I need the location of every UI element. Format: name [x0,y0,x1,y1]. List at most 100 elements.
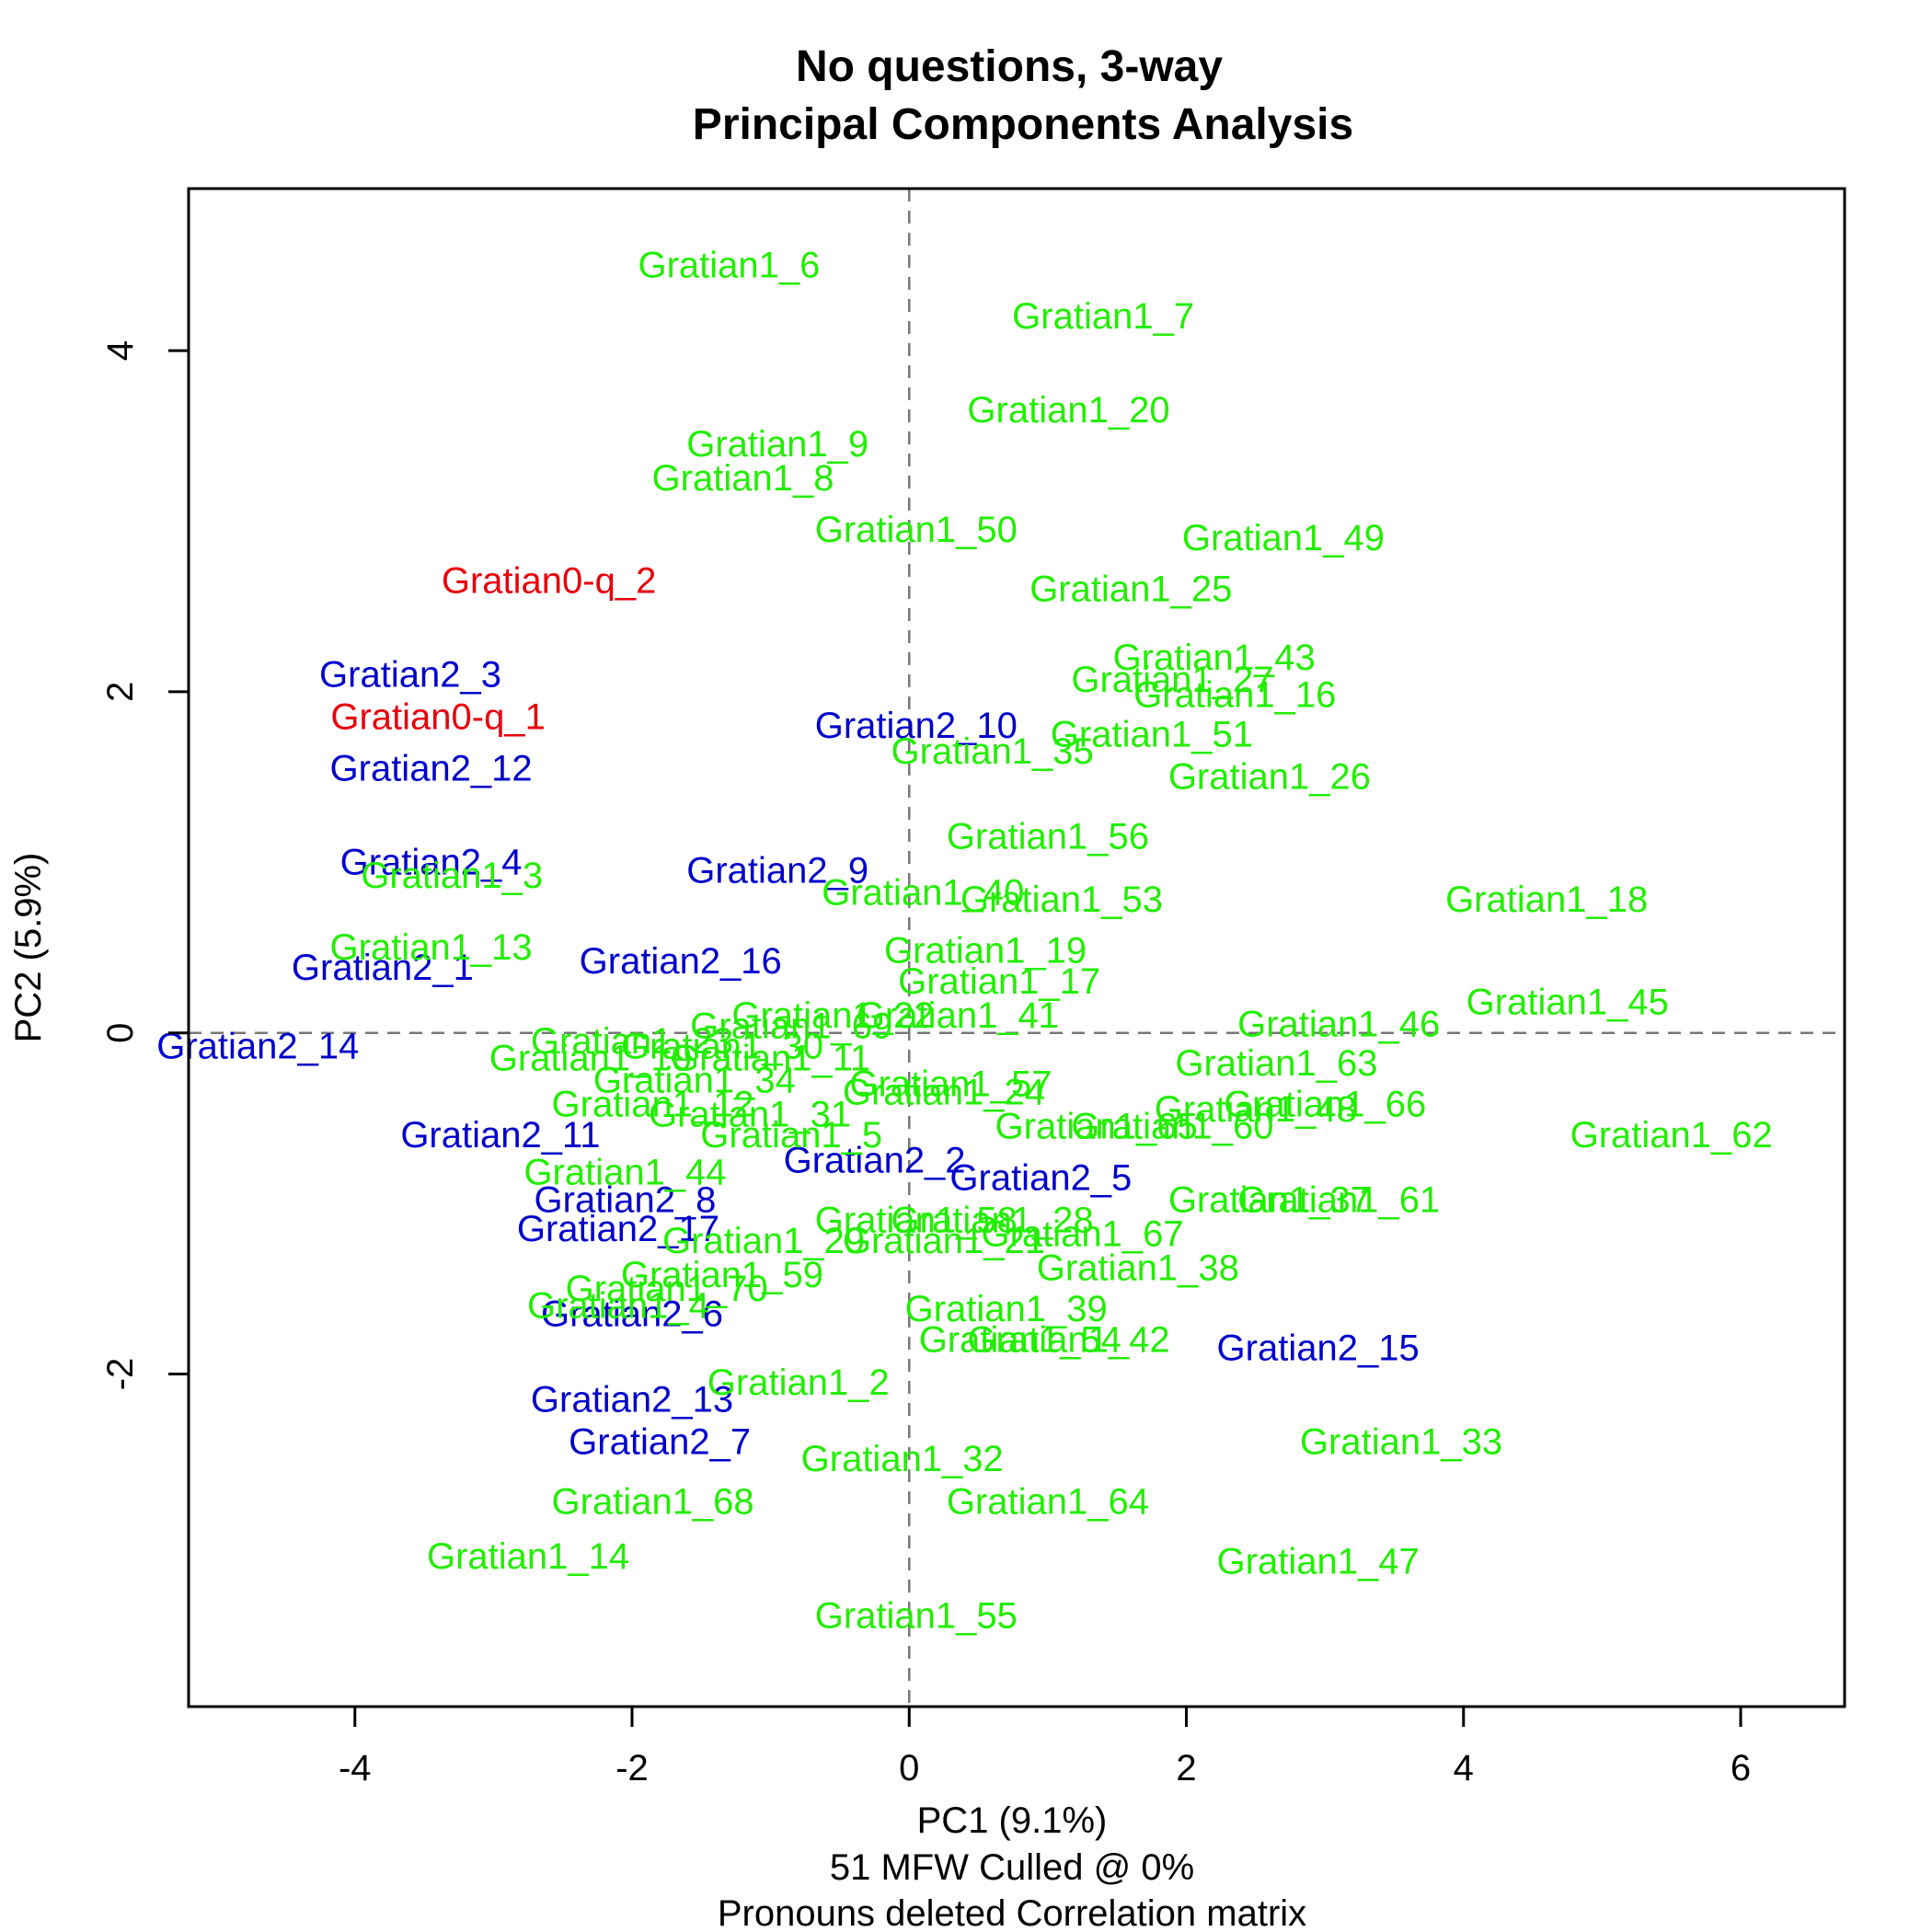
point-label-gratian2-10: Gratian2_10 [815,706,1018,746]
point-label-gratian1-47: Gratian1_47 [1217,1541,1420,1581]
x-axis: -4 -2 0 2 4 6 [339,1707,1751,1788]
point-label-gratian1-60: Gratian1_60 [1071,1107,1273,1147]
point-label-gratian2-15: Gratian2_15 [1217,1328,1420,1369]
point-label-gratian1-57: Gratian1_57 [849,1064,1052,1104]
point-label-gratian1-48: Gratian1_48 [1155,1089,1357,1130]
point-label-gratian1-2: Gratian1_2 [707,1363,890,1403]
point-label-gratian1-27: Gratian1_27 [1071,660,1273,700]
point-label-gratian1-61: Gratian1_61 [1237,1179,1440,1220]
point-label-gratian1-33: Gratian1_33 [1300,1422,1502,1463]
x-tick-label: -2 [615,1748,649,1788]
point-label-gratian1-58: Gratian1_58 [815,1201,1018,1241]
point-label-gratian1-28: Gratian1_28 [891,1201,1094,1241]
point-label-gratian1-34: Gratian1_34 [593,1061,796,1101]
point-label-gratian1-29: Gratian1_29 [662,1221,865,1261]
point-label-gratian1-43: Gratian1_43 [1113,638,1316,678]
point-label-gratian1-25: Gratian1_25 [1029,569,1232,610]
chart-title-line-2: Principal Components Analysis [693,100,1353,149]
point-label-gratian1-53: Gratian1_53 [960,880,1163,920]
x-tick-label: 6 [1731,1748,1751,1788]
point-label-gratian1-13: Gratian1_13 [330,927,533,968]
point-label-gratian1-62: Gratian1_62 [1570,1115,1773,1156]
point-label-gratian2-1: Gratian2_1 [292,948,474,988]
point-label-gratian0-q-1: Gratian0-q_1 [330,697,545,738]
point-label-gratian1-51: Gratian1_51 [1051,714,1253,754]
point-label-gratian1-55: Gratian1_55 [815,1596,1018,1637]
y-tick-label: 2 [100,682,141,702]
point-label-gratian1-41: Gratian1_41 [857,995,1059,1036]
point-label-gratian1-66: Gratian1_66 [1224,1085,1426,1125]
point-label-gratian1-44: Gratian1_44 [523,1153,726,1193]
point-label-gratian1-26: Gratian1_26 [1168,757,1371,798]
point-label-gratian1-7: Gratian1_7 [1012,296,1194,337]
point-label-gratian1-23: Gratian1_23 [531,1021,733,1062]
point-label-gratian1-39: Gratian1_39 [905,1289,1108,1329]
point-label-gratian1-12: Gratian1_12 [552,1085,754,1125]
point-label-gratian1-5: Gratian1_5 [700,1115,882,1156]
point-label-gratian2-17: Gratian2_17 [517,1209,719,1249]
point-label-gratian1-46: Gratian1_46 [1237,1004,1440,1044]
point-label-gratian1-30: Gratian1_30 [621,1027,823,1067]
point-label-gratian1-49: Gratian1_49 [1182,518,1385,558]
point-label-gratian1-6: Gratian1_6 [638,245,820,285]
point-label-gratian1-9: Gratian1_9 [686,424,868,465]
point-label-gratian1-8: Gratian1_8 [652,458,834,499]
point-label-gratian1-3: Gratian1_3 [361,856,543,896]
chart-title-line-1: No questions, 3-way [796,42,1223,91]
x-tick-label: -4 [339,1748,372,1788]
x-axis-label: PC1 (9.1%) [917,1800,1108,1841]
y-tick-label: 0 [100,1023,141,1043]
point-label-gratian2-11: Gratian2_11 [400,1115,600,1156]
point-label-gratian1-63: Gratian1_63 [1175,1043,1377,1084]
point-label-gratian2-9: Gratian2_9 [686,851,868,891]
point-label-gratian1-32: Gratian1_32 [801,1439,1004,1479]
point-label-gratian2-4: Gratian2_4 [340,842,523,882]
point-label-gratian2-7: Gratian2_7 [569,1422,751,1463]
point-label-gratian2-3: Gratian2_3 [319,654,501,695]
point-label-gratian1-68: Gratian1_68 [552,1482,754,1523]
y-tick-label: 4 [100,340,141,361]
point-label-gratian1-70: Gratian1_70 [566,1269,768,1309]
point-label-gratian1-59: Gratian1_59 [621,1255,823,1295]
point-label-gratian1-65: Gratian1_65 [995,1107,1198,1147]
point-label-gratian1-21: Gratian1_21 [843,1221,1045,1261]
point-label-gratian1-45: Gratian1_45 [1466,982,1669,1022]
point-label-gratian2-6: Gratian2_6 [541,1294,723,1335]
point-label-gratian1-4: Gratian1_4 [527,1285,709,1326]
y-tick-label: -2 [100,1358,141,1391]
y-axis: -2 0 2 4 [100,340,189,1390]
point-label-gratian1-31: Gratian1_31 [649,1095,851,1135]
point-label-gratian0-q-2: Gratian0-q_2 [442,560,656,601]
point-label-gratian2-12: Gratian2_12 [330,748,533,788]
y-axis-label: PC2 (5.9%) [8,853,49,1043]
point-label-gratian1-14: Gratian1_14 [427,1536,629,1577]
point-label-gratian2-14: Gratian2_14 [156,1027,359,1067]
point-label-gratian1-17: Gratian1_17 [898,961,1100,1002]
point-label-gratian1-35: Gratian1_35 [891,731,1094,772]
point-label-gratian1-64: Gratian1_64 [947,1482,1149,1523]
x-tick-label: 0 [899,1748,919,1788]
footnote-line-1: 51 MFW Culled @ 0% [830,1847,1194,1888]
point-label-gratian1-37: Gratian1_37 [1168,1179,1371,1220]
point-label-gratian1-54: Gratian1_54 [919,1319,1121,1360]
point-label-gratian1-50: Gratian1_50 [815,510,1018,550]
point-label-gratian1-10: Gratian1_10 [489,1039,692,1079]
point-label-gratian1-38: Gratian1_38 [1037,1248,1239,1289]
point-label-gratian2-13: Gratian2_13 [531,1379,733,1420]
point-label-gratian2-5: Gratian2_5 [949,1157,1132,1198]
point-label-gratian2-8: Gratian2_8 [535,1179,717,1220]
point-label-gratian1-69: Gratian1_69 [690,1006,892,1046]
point-label-gratian1-19: Gratian1_19 [884,931,1087,972]
point-label-gratian1-18: Gratian1_18 [1445,880,1648,920]
point-label-gratian1-42: Gratian1_42 [967,1319,1169,1360]
point-label-gratian2-16: Gratian2_16 [580,941,782,982]
point-label-gratian1-24: Gratian1_24 [843,1073,1045,1113]
point-label-gratian1-16: Gratian1_16 [1133,675,1336,716]
x-tick-label: 4 [1454,1748,1474,1788]
point-label-gratian1-56: Gratian1_56 [947,816,1149,857]
point-label-gratian1-11: Gratian1_11 [671,1039,870,1079]
plot-frame [187,187,1846,1708]
